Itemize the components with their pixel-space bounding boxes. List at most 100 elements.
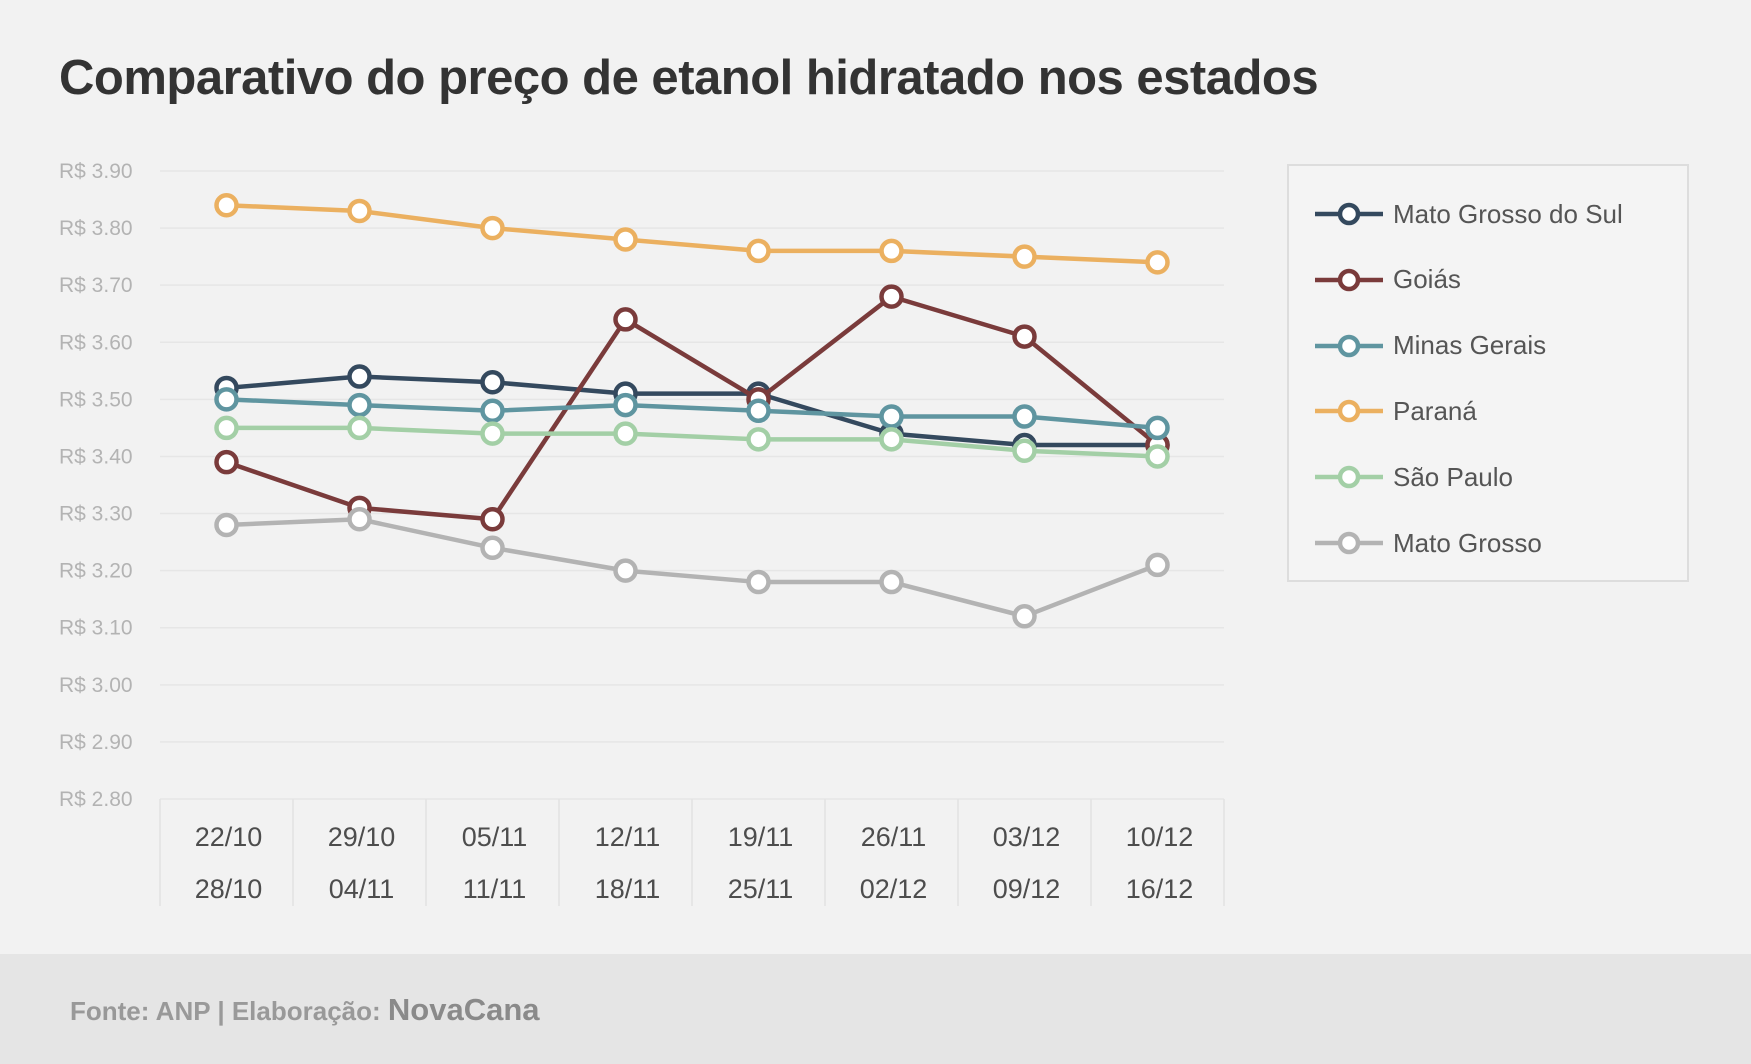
series-4 [214,415,1170,469]
data-point [480,215,505,241]
data-point [480,421,505,446]
data-point [746,569,771,595]
data-point [1012,604,1037,629]
x-tick-label: 18/11 [595,874,661,904]
data-point [613,558,638,583]
x-tick-label: 09/12 [993,874,1061,904]
line-chart: R$ 3.90 R$ 3.80 R$ 3.70 R$ 3.60 R$ 3.50 R$ 3.… [59,160,1225,906]
legend-item: Goiás [1313,260,1461,300]
data-point [347,392,372,418]
series-lines [214,193,1170,629]
data-point [347,415,372,441]
series-line [226,397,1158,431]
data-point [1012,324,1037,349]
x-tick-label: 02/12 [860,874,928,904]
data-point [1145,444,1170,469]
x-tick-label: 28/10 [195,874,263,904]
data-point [214,387,239,412]
x-tick-label: 11/11 [463,874,527,904]
source-credit: Fonte: ANP | Elaboração: NovaCana [70,992,540,1028]
data-point [347,364,372,389]
data-point [613,227,638,252]
y-tick-label: R$ 3.90 [59,160,133,183]
legend-item: Mato Grosso do Sul [1313,194,1623,234]
legend-item: Minas Gerais [1313,326,1546,366]
x-tick-label: 04/11 [329,874,395,904]
y-tick-label: R$ 3.40 [59,445,133,468]
legend-item: Mato Grosso [1313,523,1542,563]
series-line [226,517,1159,619]
chart-title: Comparativo do preço de etanol hidratado… [59,51,1319,105]
legend-item: Paraná [1313,391,1477,431]
data-point [1145,250,1170,275]
series-2 [214,387,1170,441]
data-point [879,284,904,309]
data-point [1012,438,1037,463]
data-point [1145,552,1170,578]
series-line [226,203,1158,265]
series-line [226,425,1158,459]
legend-swatch [1315,465,1383,489]
x-tick-label: 29/10 [328,822,396,852]
y-tick-label: R$ 3.10 [59,617,133,640]
series-5 [214,507,1170,629]
data-point [879,427,904,452]
data-point [480,369,505,395]
data-point [879,569,904,595]
data-point [214,415,239,441]
data-point [746,398,771,424]
x-tick-label: 22/10 [195,822,263,852]
data-point [613,307,638,332]
y-tick-label: R$ 3.50 [59,388,133,411]
data-point [613,392,638,418]
source-text: Fonte: ANP | Elaboração: [70,996,381,1026]
y-tick-label: R$ 3.70 [59,274,133,297]
brand-name: NovaCana [387,992,540,1027]
legend-label: Mato Grosso do Sul [1393,198,1623,229]
x-tick-label: 05/11 [462,822,528,852]
y-tick-label: R$ 3.00 [59,674,133,697]
y-tick-label: R$ 3.60 [59,331,133,354]
x-tick-label: 25/11 [728,874,794,904]
series-line [225,294,1159,522]
data-point [480,535,505,561]
legend-swatch [1315,268,1383,292]
legend-item: São Paulo [1313,457,1513,497]
y-tick-label: R$ 3.30 [59,503,133,526]
legend-label: São Paulo [1393,461,1513,492]
footer: Fonte: ANP | Elaboração: NovaCana [0,954,1751,1064]
data-point [1012,244,1037,269]
legend-swatch [1315,202,1383,226]
data-point [879,238,904,264]
data-point [214,512,239,538]
y-axis-ticks: R$ 3.90 R$ 3.80 R$ 3.70 R$ 3.60 R$ 3.50 R$ 3.… [59,160,133,811]
data-point [214,449,239,475]
data-point [214,193,239,218]
gridlines [160,170,1224,800]
y-tick-label: R$ 2.90 [59,731,133,754]
x-tick-label: 12/11 [595,822,661,852]
x-tick-label: 19/11 [728,822,794,852]
data-point [347,198,372,224]
y-tick-label: R$ 3.80 [59,217,133,240]
series-1 [214,284,1170,532]
x-tick-label: 16/12 [1126,874,1194,904]
data-point [480,398,505,424]
data-point [613,421,638,446]
legend-swatch [1315,334,1383,357]
legend-label: Goiás [1393,264,1461,295]
x-tick-label: 03/12 [993,822,1061,852]
y-tick-label: R$ 2.80 [59,788,133,811]
data-point [1145,415,1170,441]
x-axis-ticks: 22/10 28/10 29/10 04/11 05/11 11/11 12/11 18/11… [159,799,1225,906]
data-point [347,507,372,532]
data-point [746,427,771,452]
data-point [1012,404,1037,429]
data-point [746,238,771,264]
x-tick-label: 10/12 [1126,822,1194,852]
data-point [480,507,505,532]
series-line [226,374,1158,448]
legend: Mato Grosso do Sul Goiás Minas Gerais Paran… [1287,164,1689,582]
legend-label: Mato Grosso [1393,527,1542,558]
legend-label: Paraná [1393,395,1477,426]
